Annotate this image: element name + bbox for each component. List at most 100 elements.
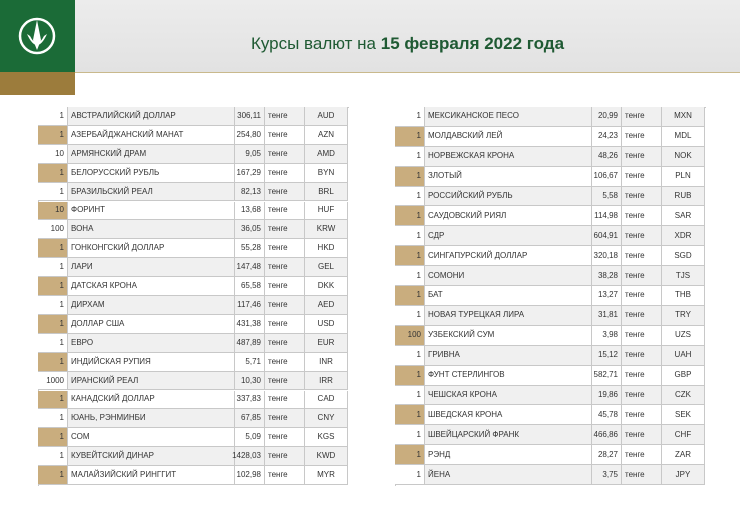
unit: тенге: [265, 466, 305, 485]
code: DKK: [305, 277, 348, 296]
unit: тенге: [265, 201, 305, 221]
unit: тенге: [265, 390, 305, 410]
code: SAR: [662, 206, 705, 227]
code: CAD: [305, 390, 348, 410]
currency-name: НОВАЯ ТУРЕЦКАЯ ЛИРА: [425, 305, 592, 326]
rate: 604,91: [592, 226, 622, 247]
currency-name: РОССИЙСКИЙ РУБЛЬ: [425, 186, 592, 207]
amount: 1: [395, 405, 425, 426]
rate: 147,48: [235, 258, 265, 278]
rate: 337,83: [235, 390, 265, 410]
currency-name: ШВЕДСКАЯ КРОНА: [425, 405, 592, 426]
amount: 1: [38, 314, 68, 334]
rate: 254,80: [235, 125, 265, 145]
rate: 1428,03: [232, 447, 265, 467]
unit: тенге: [265, 371, 305, 391]
currency-name: ДАТСКАЯ КРОНА: [68, 277, 235, 296]
unit: тенге: [622, 345, 662, 366]
title: Курсы валют на 15 февраля 2022 года: [75, 34, 740, 54]
amount: 1: [38, 447, 68, 467]
code: SEK: [662, 405, 705, 426]
rate: 431,38: [235, 314, 265, 334]
currency-name: СОМОНИ: [425, 266, 592, 287]
currency-name: СДР: [425, 226, 592, 247]
rate: 19,86: [592, 385, 622, 406]
amount: 1: [38, 333, 68, 353]
divider: [75, 72, 740, 73]
amount: 1: [38, 277, 68, 296]
currency-name: МЕКСИКАНСКОЕ ПЕСО: [425, 107, 592, 127]
rate: 67,85: [235, 409, 265, 429]
rate: 5,09: [235, 428, 265, 448]
code: SGD: [662, 246, 705, 267]
rate: 48,26: [592, 146, 622, 167]
currency-name: ДОЛЛАР США: [68, 314, 235, 334]
amount: 1: [395, 365, 425, 386]
amount: 1: [395, 465, 425, 485]
code: XDR: [662, 226, 705, 247]
rate: 45,78: [592, 405, 622, 426]
code: NOK: [662, 146, 705, 167]
amount: 1000: [38, 371, 68, 391]
unit: тенге: [622, 166, 662, 187]
rate: 114,98: [592, 206, 622, 227]
amount: 1: [395, 226, 425, 247]
header-band: [0, 0, 740, 72]
currency-name: МОЛДАВСКИЙ ЛЕЙ: [425, 126, 592, 147]
rate: 20,99: [592, 107, 622, 127]
currency-name: ВОНА: [68, 220, 235, 240]
rate: 65,58: [235, 277, 265, 296]
code: HUF: [305, 201, 348, 221]
rate: 5,58: [592, 186, 622, 207]
currency-name: БЕЛОРУССКИЙ РУБЛЬ: [68, 163, 235, 183]
unit: тенге: [265, 277, 305, 296]
unit: тенге: [622, 266, 662, 287]
currency-name: ШВЕЙЦАРСКИЙ ФРАНК: [425, 425, 592, 446]
rate: 117,46: [235, 296, 265, 315]
unit: тенге: [265, 144, 305, 164]
code: AZN: [305, 125, 348, 145]
unit: тенге: [265, 125, 305, 145]
amount: 1: [395, 425, 425, 446]
amount: 1: [395, 186, 425, 207]
code: AUD: [305, 107, 348, 126]
rate: 9,05: [235, 144, 265, 164]
code: AMD: [305, 144, 348, 164]
code: EUR: [305, 333, 348, 353]
unit: тенге: [622, 405, 662, 426]
amount: 1: [38, 390, 68, 410]
rate: 28,27: [592, 445, 622, 466]
code: GEL: [305, 258, 348, 278]
amount: 1: [395, 266, 425, 287]
currency-name: БАТ: [425, 286, 592, 306]
unit: тенге: [622, 246, 662, 267]
amount: 1: [395, 385, 425, 406]
currency-name: ФОРИНТ: [68, 201, 235, 221]
rate: 167,29: [235, 163, 265, 183]
currency-name: САУДОВСКИЙ РИЯЛ: [425, 206, 592, 227]
unit: тенге: [622, 146, 662, 167]
amount: 1: [38, 107, 68, 126]
rate: 466,86: [592, 425, 622, 446]
code: KGS: [305, 428, 348, 448]
gold-bar: [0, 72, 75, 95]
amount: 1: [395, 206, 425, 227]
code: ZAR: [662, 445, 705, 466]
currency-name: СОМ: [68, 428, 235, 448]
currency-name: НОРВЕЖСКАЯ КРОНА: [425, 146, 592, 167]
currency-name: ИНДИЙСКАЯ РУПИЯ: [68, 352, 235, 372]
currency-name: КАНАДСКИЙ ДОЛЛАР: [68, 390, 235, 410]
amount: 1: [395, 345, 425, 366]
unit: тенге: [622, 186, 662, 207]
title-date: 15 февраля 2022 года: [380, 34, 565, 53]
code: UZS: [662, 325, 705, 346]
amount: 1: [395, 126, 425, 147]
code: GBP: [662, 365, 705, 386]
rate: 10,30: [235, 371, 265, 391]
unit: тенге: [265, 428, 305, 448]
code: UAH: [662, 345, 705, 366]
amount: 100: [395, 325, 425, 346]
rate: 582,71: [592, 365, 622, 386]
unit: тенге: [265, 163, 305, 183]
code: MXN: [662, 107, 705, 127]
